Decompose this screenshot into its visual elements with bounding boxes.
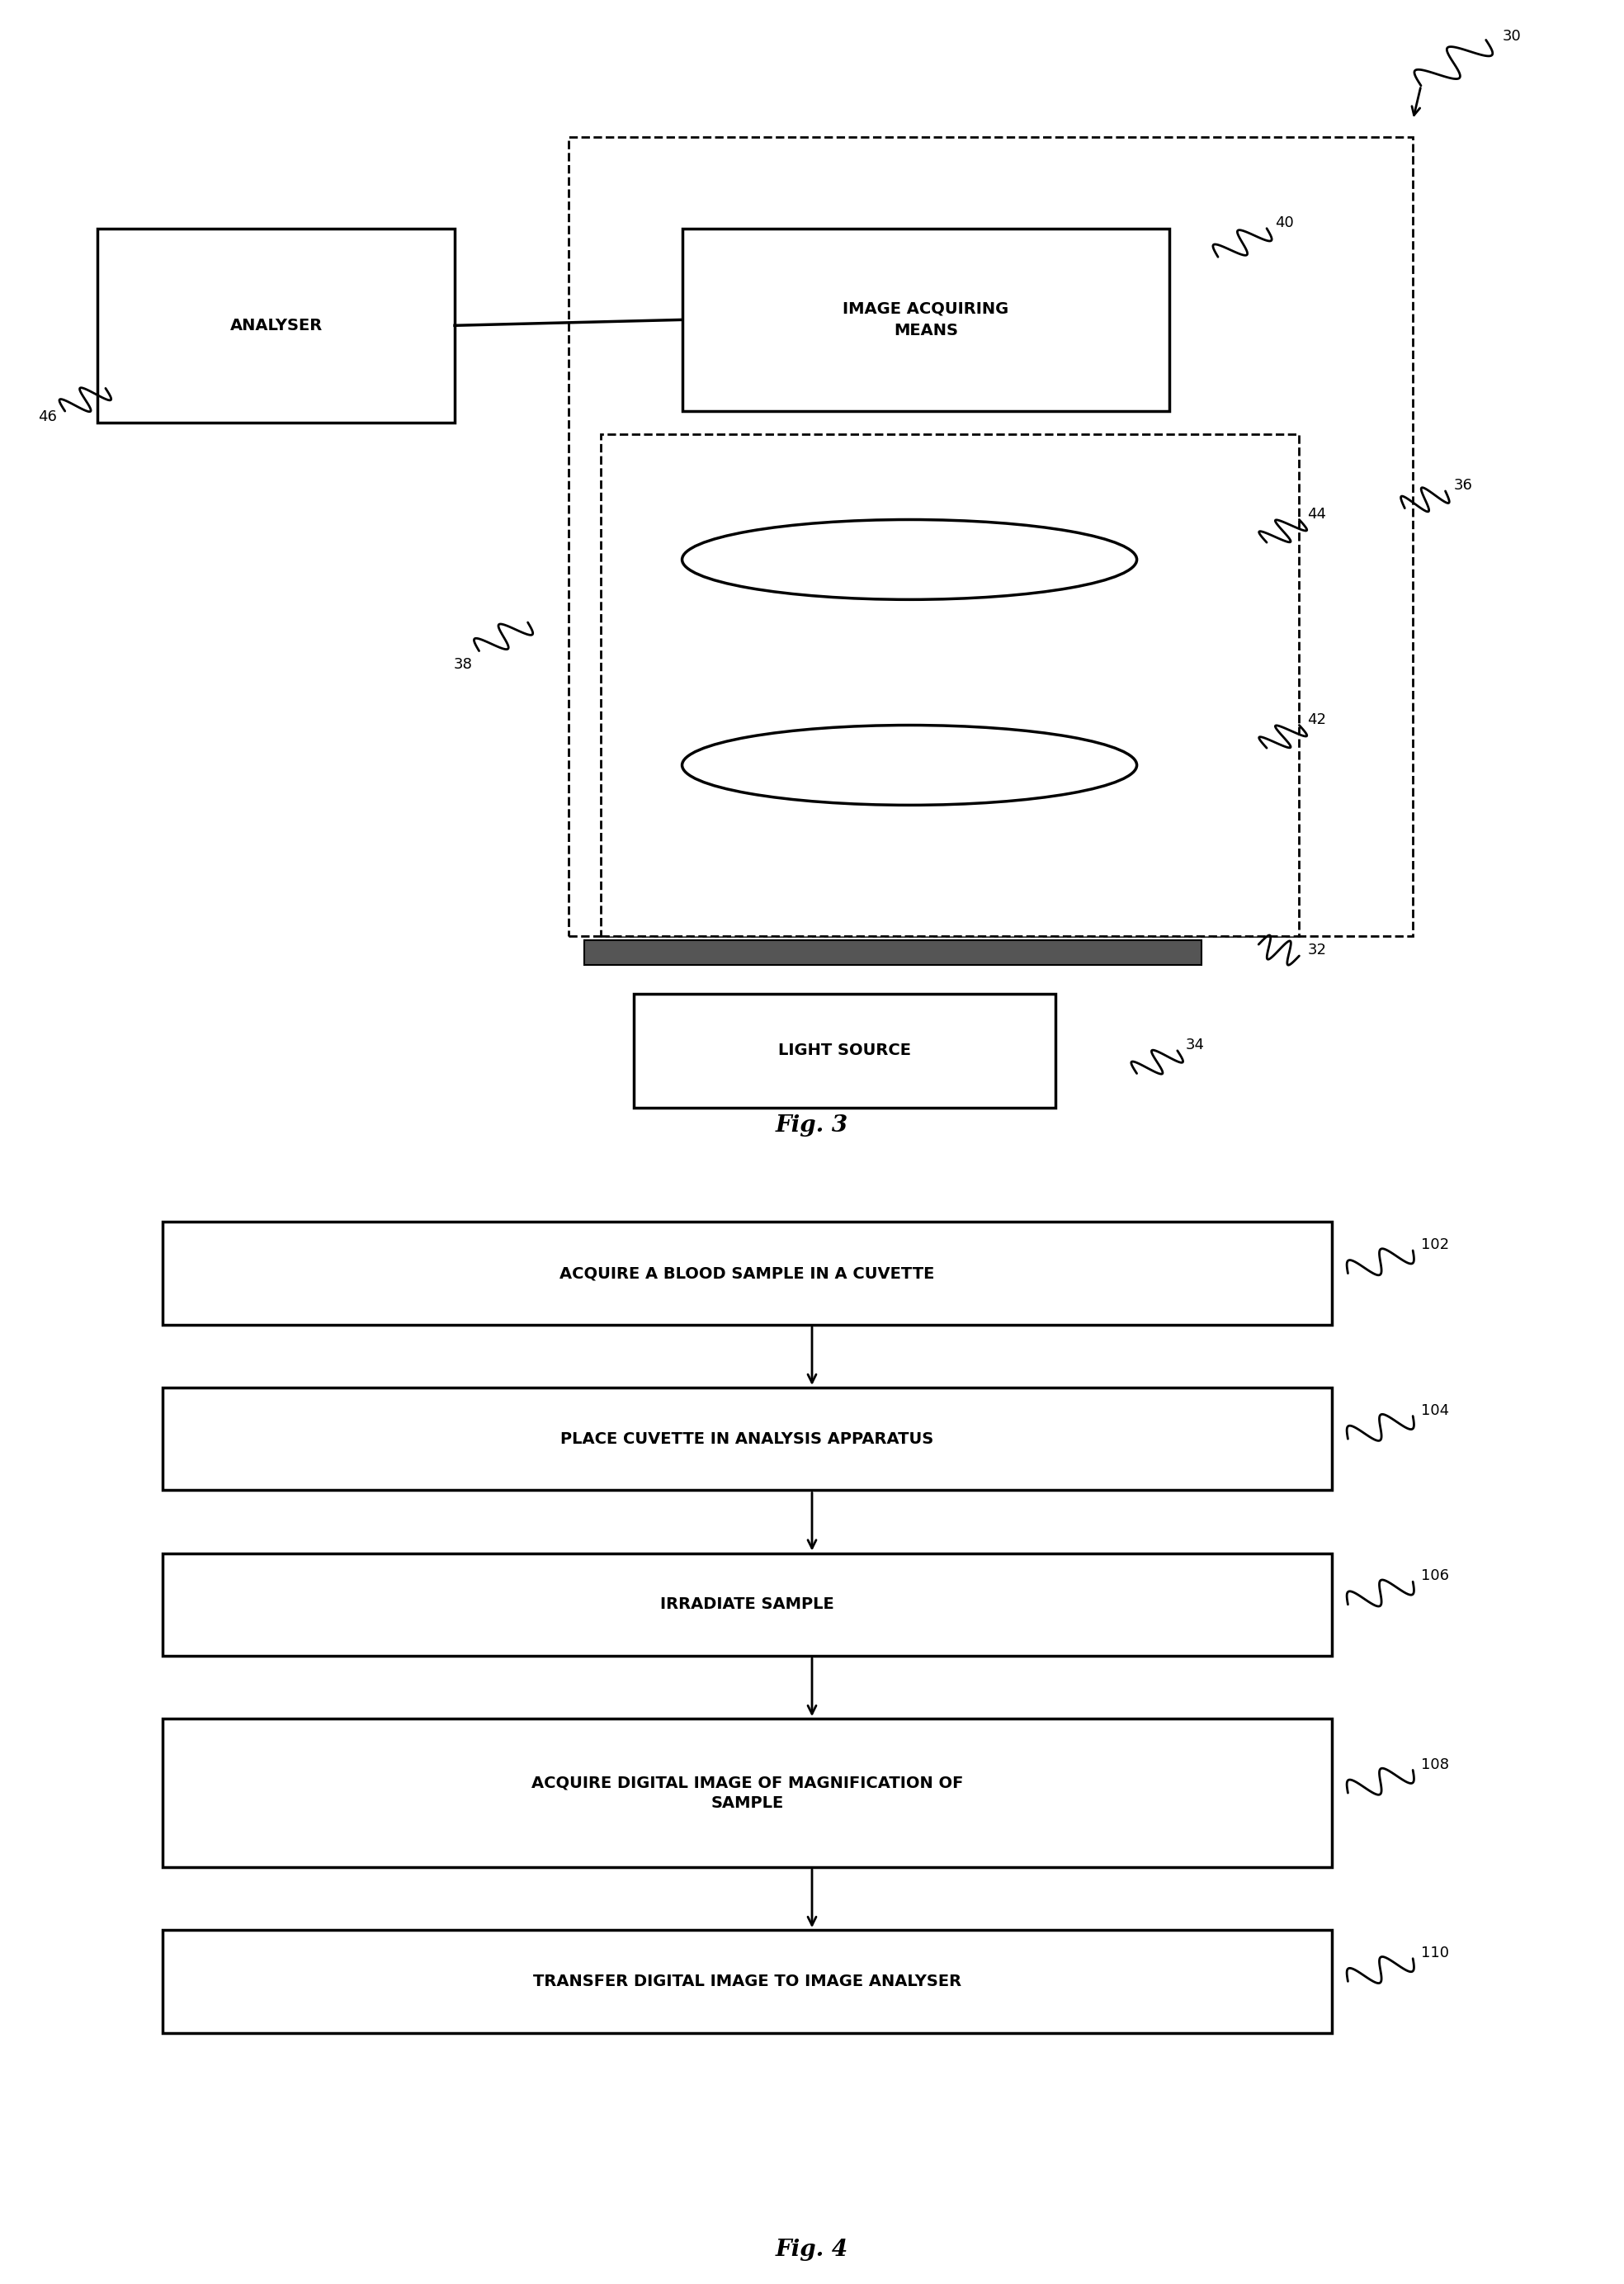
FancyBboxPatch shape bbox=[162, 1930, 1332, 2033]
Text: ACQUIRE DIGITAL IMAGE OF MAGNIFICATION OF
SAMPLE: ACQUIRE DIGITAL IMAGE OF MAGNIFICATION O… bbox=[531, 1775, 963, 1811]
Text: Fig. 4: Fig. 4 bbox=[776, 2238, 848, 2261]
FancyBboxPatch shape bbox=[601, 434, 1299, 936]
Text: ANALYSER: ANALYSER bbox=[229, 317, 323, 333]
Text: 34: 34 bbox=[1186, 1037, 1205, 1053]
Text: IRRADIATE SAMPLE: IRRADIATE SAMPLE bbox=[659, 1597, 835, 1613]
Text: 30: 30 bbox=[1502, 27, 1522, 43]
Text: 106: 106 bbox=[1421, 1569, 1449, 1583]
Text: PLACE CUVETTE IN ANALYSIS APPARATUS: PLACE CUVETTE IN ANALYSIS APPARATUS bbox=[560, 1432, 934, 1446]
Text: 40: 40 bbox=[1275, 215, 1294, 231]
Text: 44: 44 bbox=[1307, 507, 1327, 521]
Text: 36: 36 bbox=[1453, 477, 1473, 493]
FancyBboxPatch shape bbox=[162, 1718, 1332, 1868]
FancyBboxPatch shape bbox=[162, 1553, 1332, 1656]
FancyBboxPatch shape bbox=[162, 1222, 1332, 1325]
Text: 102: 102 bbox=[1421, 1238, 1449, 1252]
FancyBboxPatch shape bbox=[568, 137, 1413, 936]
Text: 108: 108 bbox=[1421, 1756, 1449, 1772]
Text: ACQUIRE A BLOOD SAMPLE IN A CUVETTE: ACQUIRE A BLOOD SAMPLE IN A CUVETTE bbox=[560, 1265, 934, 1281]
FancyBboxPatch shape bbox=[97, 228, 455, 423]
Text: 42: 42 bbox=[1307, 713, 1327, 726]
FancyBboxPatch shape bbox=[682, 228, 1169, 411]
Text: 46: 46 bbox=[37, 409, 57, 425]
Text: 32: 32 bbox=[1307, 943, 1327, 957]
FancyBboxPatch shape bbox=[585, 941, 1202, 964]
FancyBboxPatch shape bbox=[162, 1386, 1332, 1489]
Text: TRANSFER DIGITAL IMAGE TO IMAGE ANALYSER: TRANSFER DIGITAL IMAGE TO IMAGE ANALYSER bbox=[533, 1973, 961, 1989]
Text: 104: 104 bbox=[1421, 1402, 1449, 1418]
Ellipse shape bbox=[682, 518, 1137, 598]
Text: Fig. 3: Fig. 3 bbox=[776, 1115, 848, 1135]
Ellipse shape bbox=[682, 726, 1137, 806]
Text: LIGHT SOURCE: LIGHT SOURCE bbox=[778, 1044, 911, 1057]
Text: 38: 38 bbox=[453, 658, 473, 671]
Text: 110: 110 bbox=[1421, 1946, 1449, 1960]
Text: IMAGE ACQUIRING
MEANS: IMAGE ACQUIRING MEANS bbox=[843, 301, 1009, 338]
FancyBboxPatch shape bbox=[633, 994, 1056, 1108]
